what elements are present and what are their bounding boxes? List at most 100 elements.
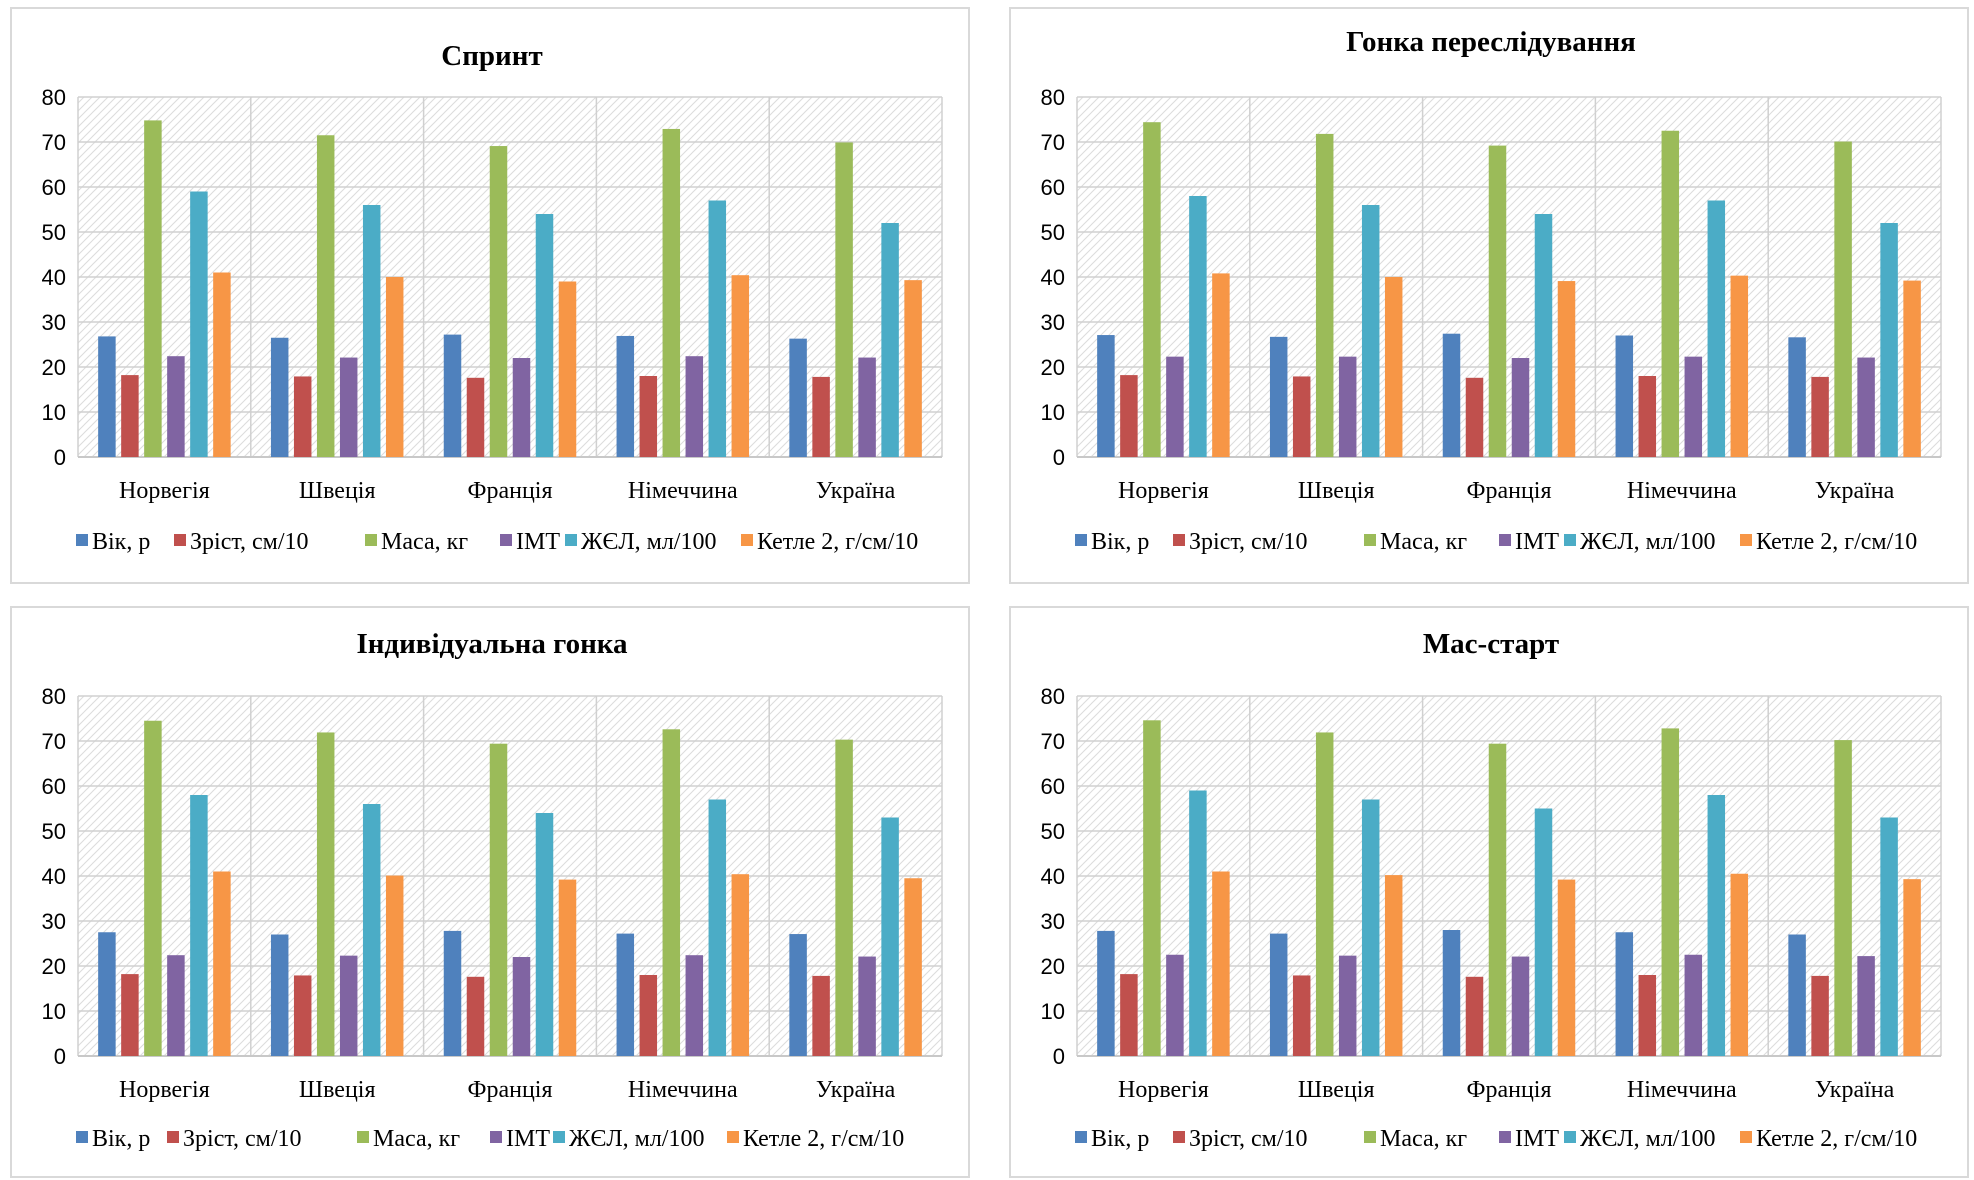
bar-2-4 bbox=[1638, 975, 1657, 1056]
bar-2-3 bbox=[1465, 976, 1484, 1056]
y-tick-label: 60 bbox=[1041, 774, 1065, 799]
legend-label: Маса, кг bbox=[1380, 529, 1467, 555]
legend-label: Вік, р bbox=[92, 1126, 150, 1152]
legend-swatch bbox=[174, 534, 186, 546]
bar-1-2 bbox=[270, 934, 289, 1056]
bar-3-5 bbox=[1834, 141, 1852, 458]
bar-4-2 bbox=[1338, 356, 1357, 457]
legend-swatch bbox=[1364, 534, 1376, 546]
bar-3-3 bbox=[1488, 743, 1507, 1056]
bar-5-1 bbox=[1189, 196, 1207, 457]
legend-label: Маса, кг bbox=[373, 1126, 460, 1152]
legend-swatch bbox=[553, 1131, 565, 1143]
category-label: Німеччина bbox=[1627, 1077, 1737, 1103]
bar-5-1 bbox=[190, 795, 208, 1056]
bar-1-2 bbox=[1269, 933, 1288, 1056]
bar-4-1 bbox=[1166, 356, 1184, 457]
bar-6-5 bbox=[904, 280, 922, 457]
y-tick-label: 60 bbox=[42, 175, 66, 200]
bar-4-5 bbox=[1857, 357, 1875, 457]
bar-6-4 bbox=[731, 275, 750, 457]
chart-panel-mass-start: 0 10 20 30 40 50 60 70 80 Норвегія Швеція Франція Ні… bbox=[1009, 606, 1969, 1178]
y-tick-label: 20 bbox=[1041, 954, 1065, 979]
bar-4-4 bbox=[685, 356, 704, 457]
bar-6-5 bbox=[904, 878, 922, 1056]
bar-2-4 bbox=[639, 975, 658, 1056]
bar-5-3 bbox=[535, 214, 554, 457]
bar-5-4 bbox=[708, 200, 727, 457]
y-tick-label: 80 bbox=[1041, 85, 1065, 110]
category-label: Франція bbox=[1466, 1077, 1551, 1103]
bar-1-1 bbox=[1097, 930, 1115, 1056]
bar-1-5 bbox=[789, 934, 807, 1056]
y-tick-label: 30 bbox=[42, 310, 66, 335]
bar-6-1 bbox=[213, 871, 231, 1056]
bar-1-2 bbox=[1269, 336, 1288, 457]
chart-individual: 0 10 20 30 40 50 60 70 80 Норвегія Швеція Франція Ні… bbox=[42, 628, 943, 1152]
bar-1-3 bbox=[1442, 930, 1461, 1056]
bar-2-1 bbox=[121, 974, 139, 1056]
legend-swatch bbox=[1364, 1131, 1376, 1143]
legend-swatch bbox=[167, 1131, 179, 1143]
legend-swatch bbox=[1499, 1131, 1511, 1143]
bar-2-1 bbox=[1120, 375, 1138, 457]
bar-2-2 bbox=[1292, 376, 1311, 457]
y-tick-label: 20 bbox=[1041, 355, 1065, 380]
bar-5-2 bbox=[1361, 799, 1380, 1056]
legend-swatch bbox=[1740, 534, 1752, 546]
legend-swatch bbox=[357, 1131, 369, 1143]
bar-4-1 bbox=[1166, 954, 1184, 1056]
bar-6-2 bbox=[1384, 875, 1403, 1056]
bar-1-3 bbox=[1442, 333, 1461, 457]
bar-2-3 bbox=[466, 377, 485, 457]
legend-label: ЖЄЛ, мл/100 bbox=[569, 1126, 704, 1152]
chart-panel-pursuit: 0 10 20 30 40 50 60 70 80 Норвегія Швеція Франція Ні… bbox=[1009, 7, 1969, 584]
bar-6-1 bbox=[1212, 273, 1230, 457]
bar-2-5 bbox=[1811, 376, 1829, 457]
y-tick-label: 50 bbox=[1041, 220, 1065, 245]
y-tick-label: 20 bbox=[42, 954, 66, 979]
bar-6-1 bbox=[1212, 871, 1230, 1056]
legend-swatch bbox=[1075, 534, 1087, 546]
bar-6-3 bbox=[1557, 281, 1576, 457]
bar-1-5 bbox=[1788, 934, 1806, 1056]
legend-swatch bbox=[365, 534, 377, 546]
bar-5-4 bbox=[1707, 200, 1726, 457]
bar-5-5 bbox=[881, 817, 899, 1056]
bar-3-2 bbox=[1315, 133, 1334, 457]
y-tick-label: 40 bbox=[1041, 864, 1065, 889]
legend-swatch bbox=[741, 534, 753, 546]
category-label: Франція bbox=[467, 478, 552, 504]
bar-3-3 bbox=[1488, 145, 1507, 457]
bar-4-2 bbox=[1338, 955, 1357, 1056]
y-tick-label: 70 bbox=[42, 729, 66, 754]
bar-4-1 bbox=[167, 356, 185, 457]
y-tick-label: 10 bbox=[1041, 999, 1065, 1024]
chart-title: Індивідуальна гонка bbox=[356, 628, 628, 660]
y-tick-label: 0 bbox=[54, 445, 66, 470]
bar-4-1 bbox=[167, 955, 185, 1056]
category-label: Швеція bbox=[1298, 1077, 1375, 1103]
bar-3-5 bbox=[835, 142, 853, 457]
bar-2-2 bbox=[293, 975, 312, 1056]
legend-label: Зріст, см/10 bbox=[183, 1126, 302, 1152]
legend-swatch bbox=[1740, 1131, 1752, 1143]
legend-swatch bbox=[1564, 534, 1576, 546]
legend-swatch bbox=[1173, 534, 1185, 546]
bar-1-3 bbox=[443, 334, 462, 457]
y-tick-label: 10 bbox=[1041, 400, 1065, 425]
bar-1-5 bbox=[1788, 337, 1806, 457]
legend-label: ЖЄЛ, мл/100 bbox=[1580, 1126, 1715, 1152]
y-tick-label: 50 bbox=[1041, 819, 1065, 844]
bar-3-4 bbox=[662, 729, 681, 1056]
bar-6-5 bbox=[1903, 280, 1921, 457]
bar-5-3 bbox=[535, 813, 554, 1056]
bar-5-4 bbox=[708, 799, 727, 1056]
bar-5-2 bbox=[362, 804, 381, 1056]
bar-4-3 bbox=[1511, 956, 1530, 1056]
legend-label: Маса, кг bbox=[381, 529, 468, 555]
category-label: Німеччина bbox=[628, 1077, 738, 1103]
chart-sprint: 0 10 20 30 40 50 60 70 80 Норвегія Швеція Франція Ні… bbox=[42, 40, 943, 555]
category-label: Україна bbox=[816, 478, 896, 504]
y-tick-label: 40 bbox=[42, 864, 66, 889]
